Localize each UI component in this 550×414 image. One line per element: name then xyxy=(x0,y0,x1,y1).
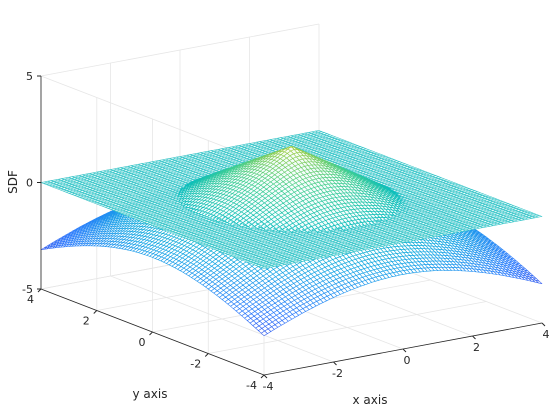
sdf-surface-figure: -4-2024-4-2024-505 x axis y axis SDF xyxy=(0,0,550,409)
surface-plot: -4-2024-4-2024-505 x axis y axis SDF xyxy=(0,0,550,409)
